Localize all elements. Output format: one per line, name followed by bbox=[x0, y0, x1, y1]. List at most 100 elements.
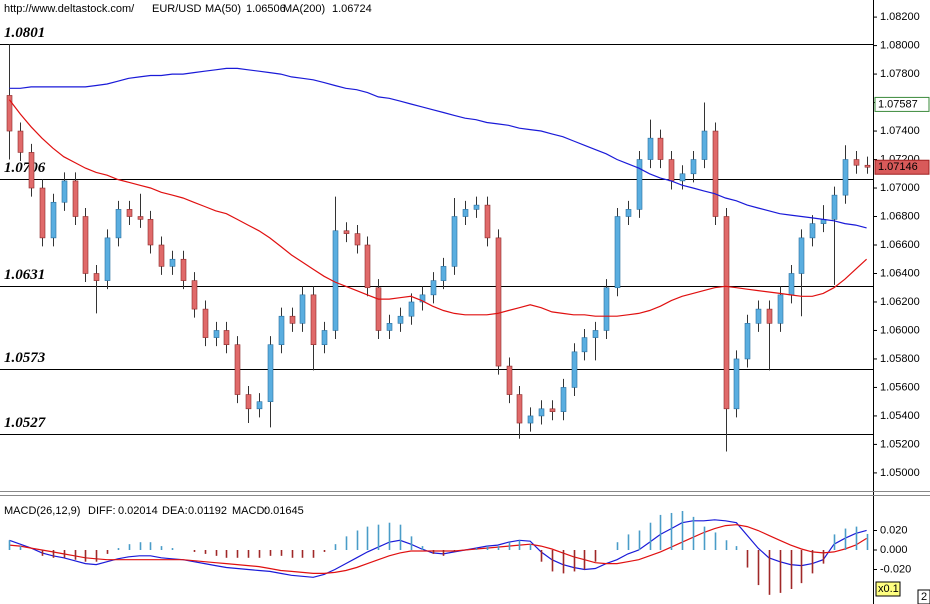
source-url: http://www.deltastock.com/ bbox=[4, 3, 135, 15]
y-tick-label: 1.06600 bbox=[880, 239, 920, 251]
level-label: 1.0801 bbox=[4, 25, 45, 41]
macd-line bbox=[9, 519, 867, 578]
level-label: 1.0527 bbox=[4, 415, 46, 431]
candle-body bbox=[234, 344, 241, 395]
candle-body bbox=[278, 315, 285, 346]
legend-name: MACD: bbox=[232, 505, 267, 517]
moving-average-line bbox=[8, 99, 868, 317]
candle-body bbox=[202, 308, 209, 338]
y-tick-label: 1.05400 bbox=[880, 410, 920, 422]
candle-body bbox=[495, 237, 502, 367]
candle-body bbox=[864, 164, 871, 168]
y-tick-label: 1.05600 bbox=[880, 381, 920, 393]
candle-body bbox=[256, 401, 263, 410]
candle-body bbox=[581, 337, 588, 353]
y-tick-label: -0.020 bbox=[880, 563, 911, 575]
candle-body bbox=[50, 201, 57, 239]
candle-body bbox=[690, 159, 697, 175]
y-tick-label: 1.06200 bbox=[880, 296, 920, 308]
candle-body bbox=[72, 180, 79, 217]
candle-body bbox=[104, 237, 111, 281]
corner-label: 2 bbox=[921, 591, 927, 603]
candle-body bbox=[701, 130, 708, 160]
candle-body bbox=[386, 323, 393, 331]
scale-label: x0.1 bbox=[878, 583, 899, 595]
candle-body bbox=[755, 308, 762, 324]
candle-body bbox=[636, 159, 643, 210]
candle-body bbox=[733, 358, 740, 410]
candle-body bbox=[375, 287, 382, 331]
legend-name: MA(50) bbox=[205, 3, 241, 15]
macd-title: MACD(26,12,9) bbox=[4, 505, 80, 517]
candle-body bbox=[614, 216, 621, 289]
candle-body bbox=[321, 330, 328, 346]
candle-body bbox=[419, 294, 426, 303]
candle-body bbox=[364, 244, 371, 289]
candle-body bbox=[147, 219, 154, 246]
y-tick-label: 1.07800 bbox=[880, 68, 920, 80]
candle-body bbox=[516, 394, 523, 424]
legend-value: 1.06506 bbox=[246, 3, 286, 15]
candle-body bbox=[213, 330, 220, 338]
candle-body bbox=[39, 187, 46, 239]
candle-body bbox=[831, 194, 838, 220]
y-tick-label: 1.05200 bbox=[880, 438, 920, 450]
candle-body bbox=[28, 152, 35, 189]
candle-body bbox=[440, 266, 447, 281]
candle-body bbox=[430, 280, 437, 296]
candle-body bbox=[744, 323, 751, 360]
candle-body bbox=[766, 308, 773, 324]
candle-body bbox=[343, 230, 350, 234]
candle-body bbox=[299, 294, 306, 324]
candle-body bbox=[603, 287, 610, 331]
macd-line bbox=[9, 524, 867, 574]
candle-body bbox=[538, 408, 545, 417]
candle-body bbox=[180, 258, 187, 281]
y-tick-label: 1.07400 bbox=[880, 125, 920, 137]
candle-body bbox=[777, 294, 784, 324]
candle-body bbox=[842, 159, 849, 196]
candle-body bbox=[592, 330, 599, 338]
candle-body bbox=[462, 209, 469, 217]
y-tick-label: 1.07000 bbox=[880, 182, 920, 194]
y-tick-label: 1.06400 bbox=[880, 267, 920, 279]
candle-body bbox=[223, 330, 230, 346]
y-tick-label: 1.08000 bbox=[880, 39, 920, 51]
candle-body bbox=[723, 216, 730, 410]
candle-body bbox=[408, 301, 415, 317]
candle-body bbox=[82, 216, 89, 274]
candle-body bbox=[549, 408, 556, 412]
y-tick-label: 1.05000 bbox=[880, 467, 920, 479]
candle-body bbox=[853, 159, 860, 166]
legend-value: 0.01645 bbox=[264, 505, 304, 517]
candle-body bbox=[6, 95, 13, 132]
y-tick-label: 0.020 bbox=[880, 524, 908, 536]
level-label: 1.0631 bbox=[4, 267, 45, 283]
price-marker: 1.07587 bbox=[878, 98, 918, 110]
moving-average-line bbox=[9, 67, 867, 229]
candle-body bbox=[245, 394, 252, 410]
candle-body bbox=[158, 244, 165, 267]
candle-body bbox=[484, 204, 491, 239]
candle-body bbox=[625, 209, 632, 217]
legend-value: 0.01192 bbox=[188, 505, 227, 517]
candle-body bbox=[332, 230, 339, 331]
corner-box bbox=[917, 589, 930, 604]
y-tick-label: 1.08200 bbox=[880, 11, 920, 23]
candle-body bbox=[310, 294, 317, 346]
candle-body bbox=[668, 159, 675, 182]
candle-body bbox=[798, 237, 805, 274]
candle-body bbox=[354, 233, 361, 246]
candle-body bbox=[571, 351, 578, 388]
legend-name: DEA: bbox=[162, 505, 188, 517]
candle-body bbox=[267, 344, 274, 402]
candle-body bbox=[289, 315, 296, 324]
candle-body bbox=[115, 209, 122, 239]
legend-name: MA(200) bbox=[283, 3, 325, 15]
level-label: 1.0573 bbox=[4, 350, 46, 366]
price-marker-box bbox=[874, 159, 930, 175]
symbol: EUR/USD bbox=[152, 3, 202, 15]
candle-body bbox=[809, 223, 816, 239]
